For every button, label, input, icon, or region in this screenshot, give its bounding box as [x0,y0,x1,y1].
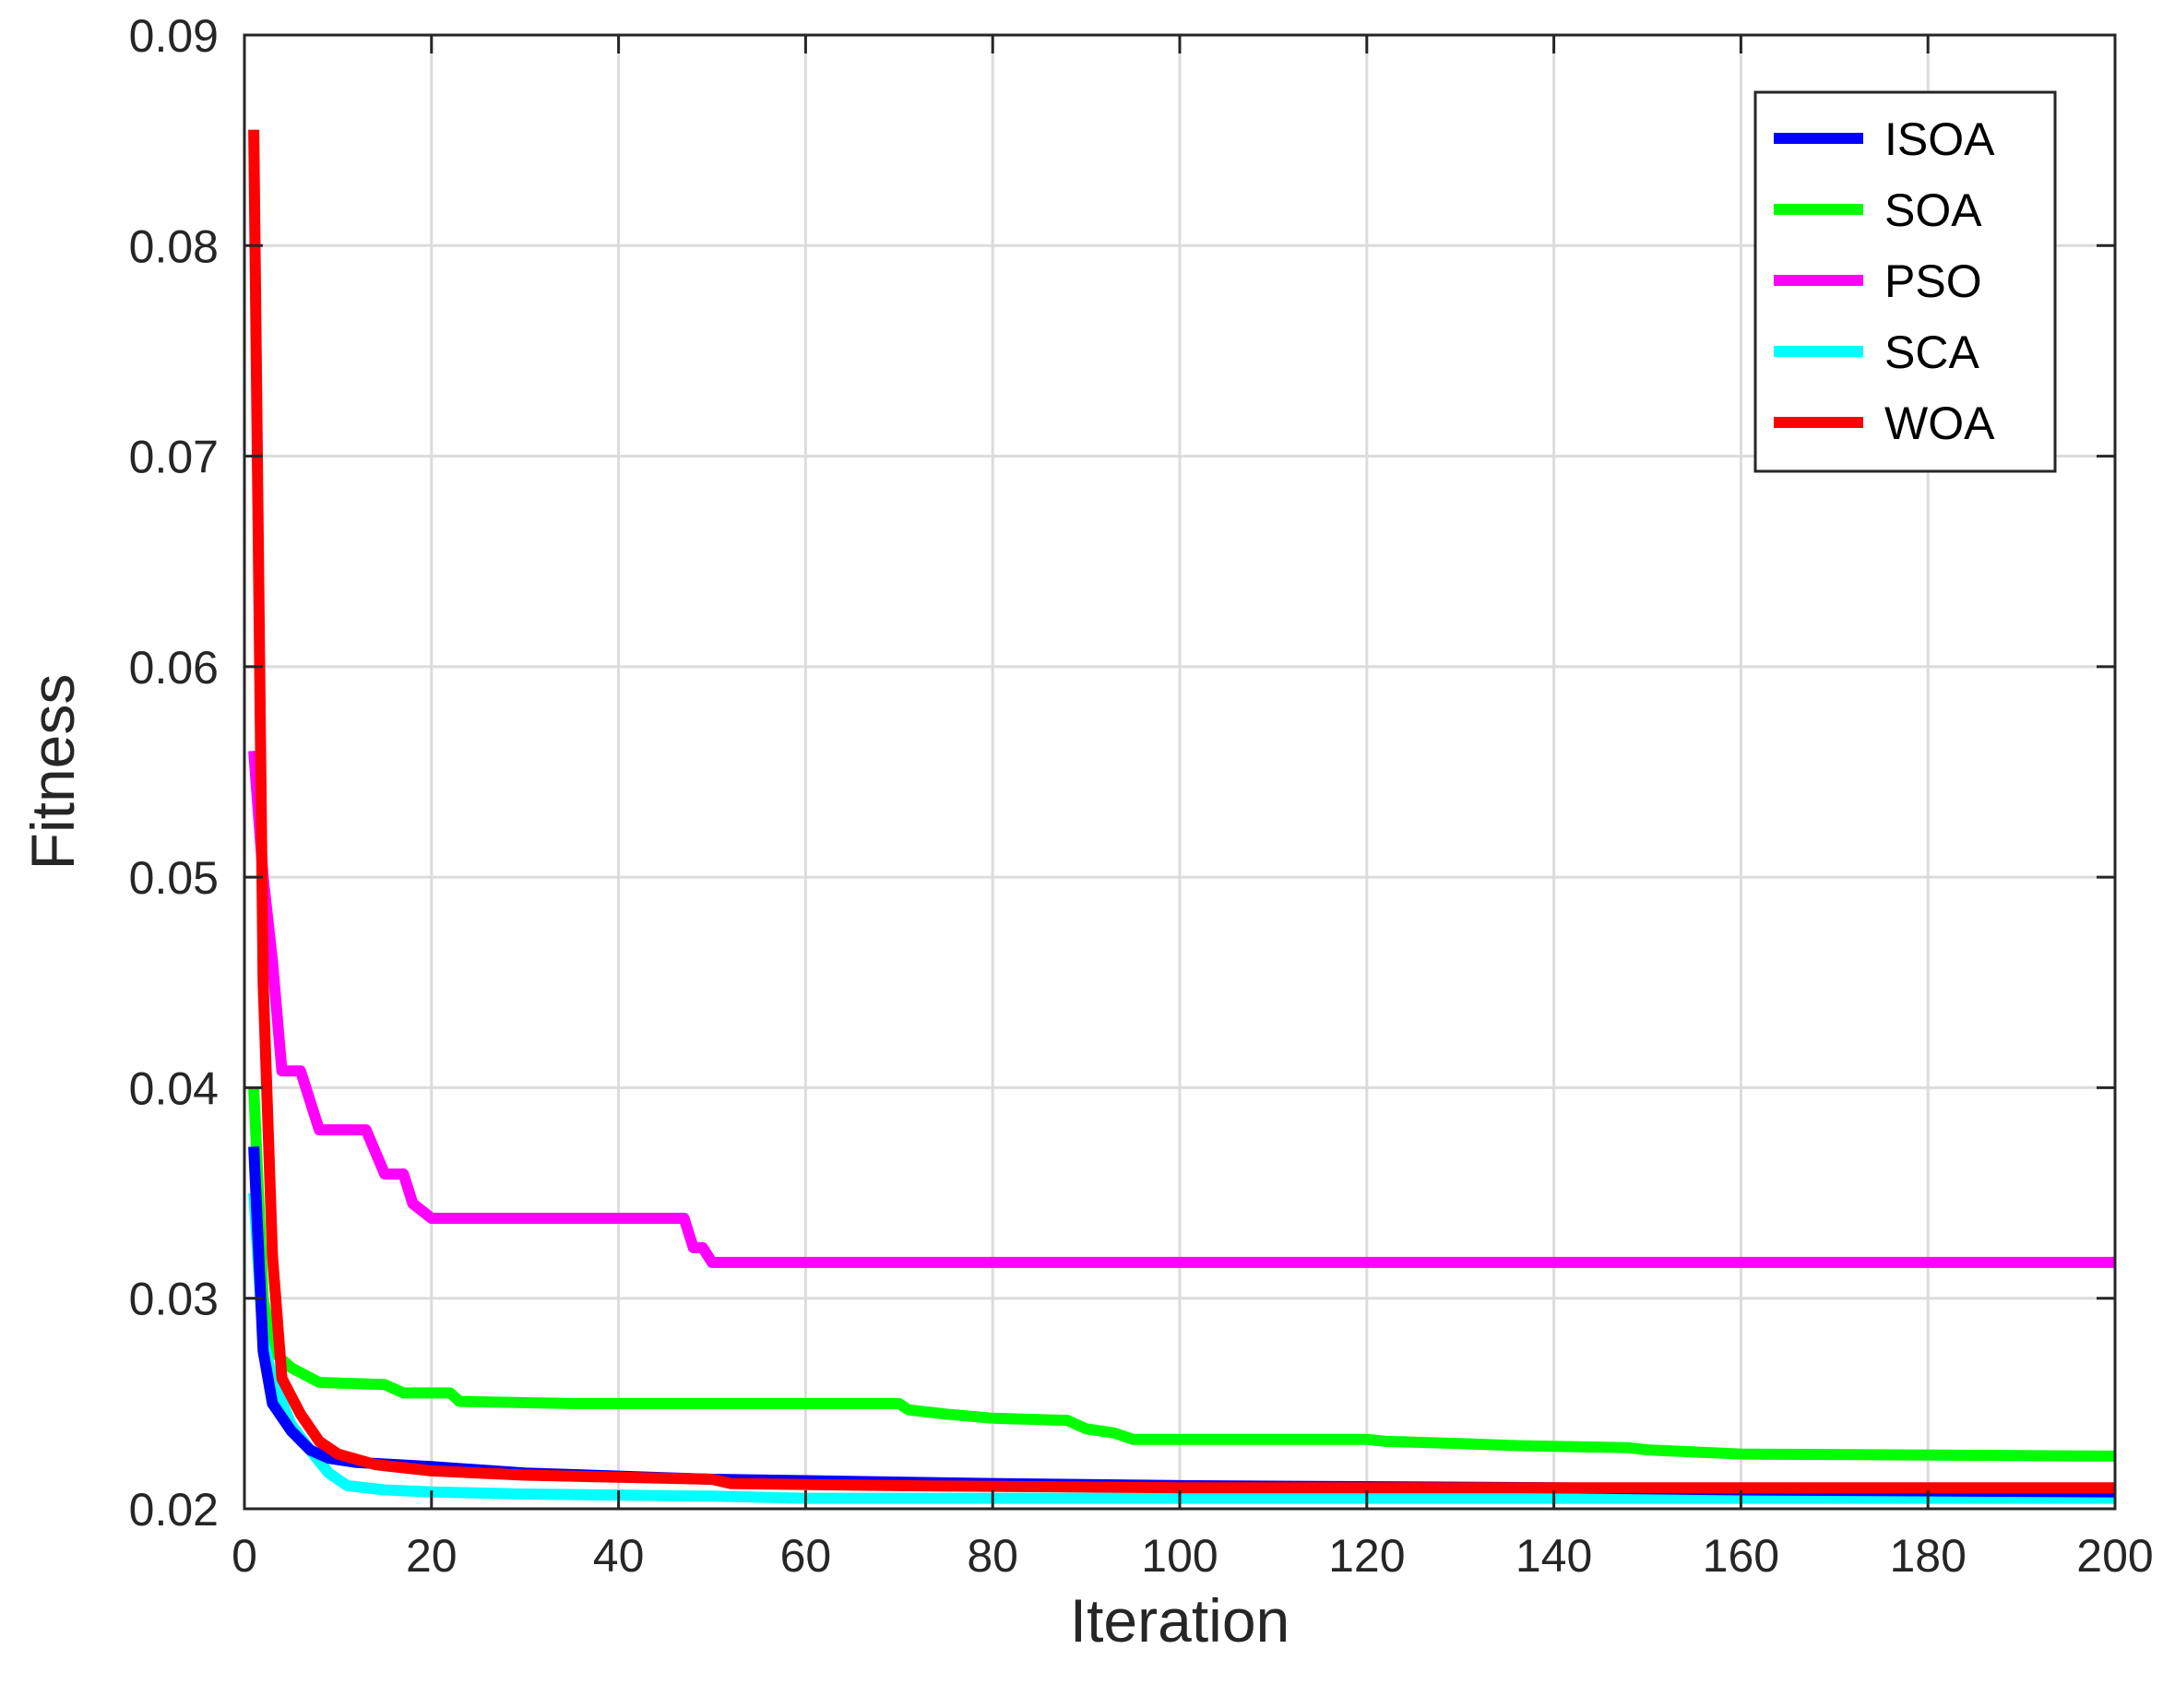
x-tick-label: 40 [593,1530,645,1582]
y-tick-label: 0.06 [129,642,219,694]
ticks: 0 20 40 60 80 100 120 140 160 180 200 0.02 0.03 0.04 0… [129,10,2154,1582]
series-line-woa [248,129,2115,1494]
x-axis-title: Iteration [1070,1586,1289,1655]
series-lines [248,129,2116,1504]
x-tick-label: 60 [780,1530,832,1582]
x-tick-label: 20 [406,1530,458,1582]
legend-label-woa: WOA [1884,397,1995,449]
x-tick-label: 80 [967,1530,1018,1582]
x-tick-label: 180 [1889,1530,1966,1582]
y-tick-label: 0.07 [129,432,219,483]
y-tick-label: 0.08 [129,220,219,272]
legend-label-isoa: ISOA [1884,113,1995,165]
legend-label-soa: SOA [1884,184,1982,236]
x-tick-label: 200 [2076,1530,2153,1582]
legend: ISOA SOA PSO SCA WOA [1753,90,2057,473]
series-line-pso [248,750,2115,1268]
y-tick-label: 0.03 [129,1274,219,1325]
y-tick-label: 0.04 [129,1062,219,1114]
y-tick-label: 0.09 [129,10,219,62]
series-line-soa [248,1087,2116,1462]
x-tick-label: 160 [1703,1530,1779,1582]
y-tick-label: 0.02 [129,1484,219,1536]
y-axis-title: Fitness [18,674,87,871]
x-tick-label: 0 [232,1530,257,1582]
y-tick-label: 0.05 [129,852,219,904]
x-tick-label: 100 [1141,1530,1218,1582]
x-tick-label: 140 [1515,1530,1592,1582]
x-tick-label: 120 [1328,1530,1405,1582]
legend-label-sca: SCA [1884,326,1979,378]
legend-label-pso: PSO [1884,255,1982,307]
